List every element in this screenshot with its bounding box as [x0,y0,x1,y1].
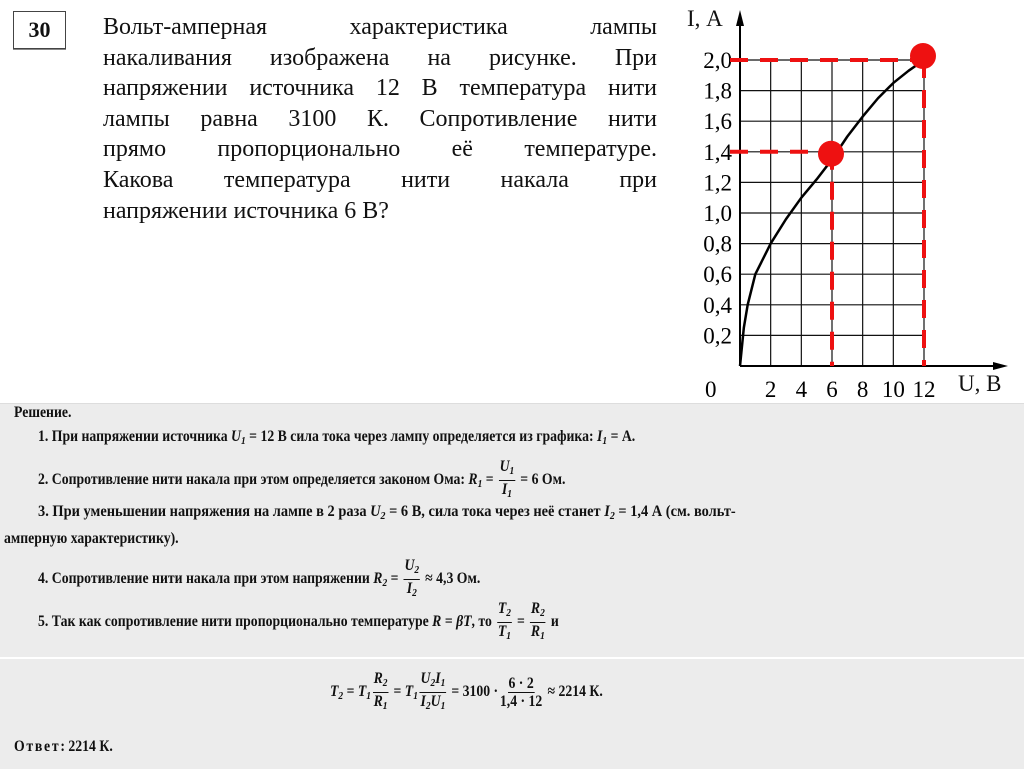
problem-number: 30 [13,11,66,49]
x-tick-label: 12 [913,377,936,402]
iv-chart: 0,2 0,4 0,6 0,8 1,0 1,2 1,4 1,6 1,8 2,0 2 4 6 8 10 12 0 [703,10,1008,402]
text: ≈ 2214 К. [544,683,603,701]
answer-value: : 2214 К. [60,738,113,755]
y-tick-label: 0,2 [703,323,732,348]
solution-panel [0,403,1024,657]
solution-step-4: 4. Сопротивление нити накала при этом на… [38,557,481,599]
x-tick-label: 4 [796,377,808,402]
highlight-point [910,43,936,69]
answer-label: Ответ [14,738,61,755]
solution-step-1: 1. При напряжении источника U1 = 12 В си… [38,428,636,447]
problem-line: накаливания изображена на рисунке. При [103,44,657,71]
text: ≈ 4,3 Ом. [421,570,481,588]
solution-step-3-cont: амперную характеристику). [4,530,179,547]
text: = 6 Ом. [516,471,566,489]
problem-line: прямо пропорционально её температуре. [103,136,657,163]
solution-step-3: 3. При уменьшении напряжения на лампе в … [38,503,736,522]
problem-line: Какова температура нити накала при [103,166,657,193]
x-axis-arrow [993,362,1008,370]
solution-heading: Решение. [14,404,72,421]
x-tick-label: 8 [857,377,869,402]
text: 5. Так как сопротивление нити пропорцион… [38,613,433,631]
text: = А. [607,428,636,445]
text: 6 · 2 [507,675,535,693]
y-tick-label: 1,0 [703,201,732,226]
solution-step-5: 5. Так как сопротивление нити пропорцион… [38,600,559,642]
problem-line: Вольт-амперная характеристика лампы [103,14,657,40]
text: 3100 · [462,683,499,701]
problem-line: напряжении источника 6 В? [103,197,389,224]
y-tick-label: 1,2 [703,170,732,195]
x-tick-label: 10 [882,377,905,402]
y-axis-label: I, А [687,6,723,31]
text: = 1,4 А (см. вольт- [614,503,736,520]
solution-formula: T2 = T1 R2 R1 = T1 U2I1 I2U1 = 3100 · 6 · 2 1,… [330,670,603,712]
highlight-point [818,140,844,167]
problem-line: лампы равна 3100 К. Сопротивление нити [103,105,657,132]
text: = 12 В сила тока через лампу определяетс… [245,428,598,445]
text: , то [471,613,496,631]
text: 4. Сопротивление нити накала при этом на… [38,570,374,588]
origin-label: 0 [705,377,717,402]
answer: Ответ: 2214 К. [14,738,113,756]
y-tick-label: 2,0 [703,48,732,73]
x-tick-label: 2 [765,377,777,402]
text: 3. При уменьшении напряжения на лампе в … [38,503,371,520]
x-axis-label: U, В [958,371,1002,396]
iv-curve [738,58,925,367]
text: 2. Сопротивление нити накала при этом оп… [38,471,469,489]
text: 1,4 · 12 [499,693,543,710]
problem-line: напряжении источника 12 В температура ни… [103,75,657,102]
y-tick-label: 1,6 [703,109,732,134]
text: R = βT [432,613,472,631]
y-tick-label: 0,6 [703,262,732,287]
text: и [547,613,559,631]
problem-text: Вольт-амперная характеристика лампы нака… [103,12,657,226]
text: 1. При напряжении источника [38,428,232,445]
y-tick-label: 0,8 [703,232,732,257]
y-tick-label: 1,8 [703,79,732,104]
x-tick-label: 6 [826,377,838,402]
y-axis-arrow [736,10,744,26]
y-tick-label: 0,4 [703,293,732,318]
y-tick-label: 1,4 [703,140,732,165]
solution-step-2: 2. Сопротивление нити накала при этом оп… [38,458,566,500]
solution-formula-panel [0,657,1024,769]
text: = 6 В, сила тока через неё станет [385,503,605,520]
